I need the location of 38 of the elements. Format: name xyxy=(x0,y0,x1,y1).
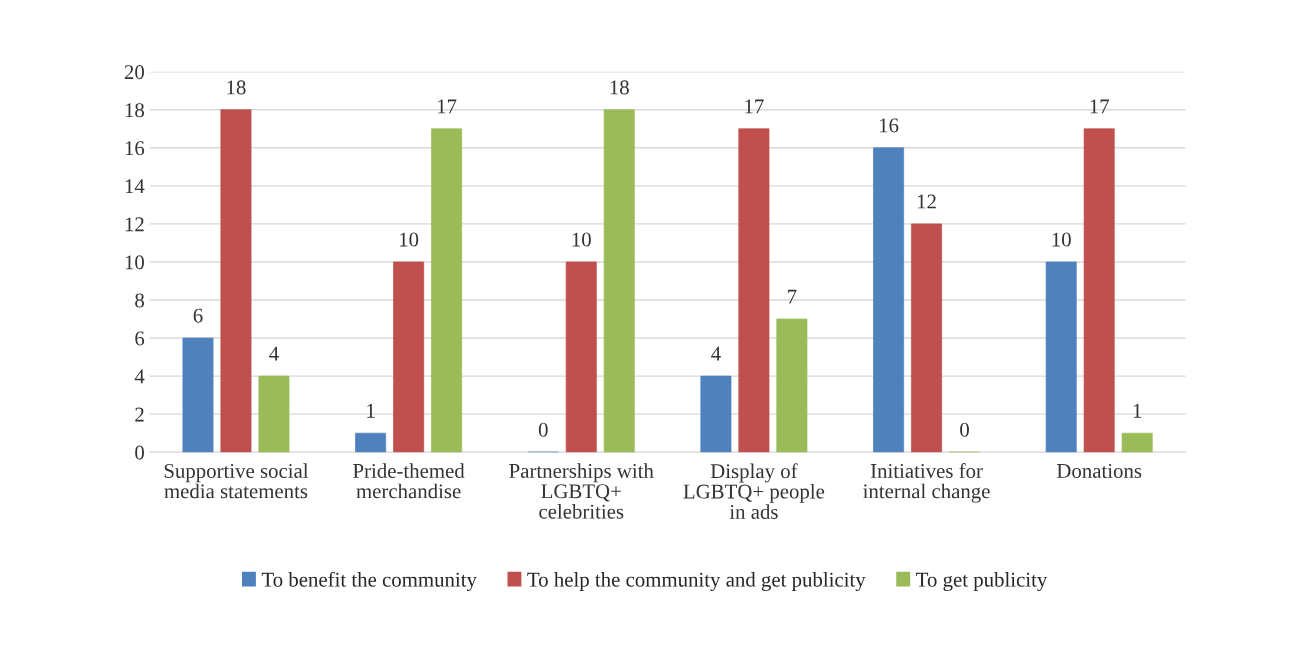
legend-label: To help the community and get publicity xyxy=(527,572,866,591)
x-tick-label: Pride-themed merchandise xyxy=(353,463,465,499)
y-tick-label: 2 xyxy=(135,407,144,422)
y-tick-label: 18 xyxy=(125,103,144,118)
data-label: 10 xyxy=(572,232,591,247)
data-label: 1 xyxy=(1133,403,1142,418)
y-tick-label: 8 xyxy=(135,293,144,308)
data-label: 10 xyxy=(400,232,419,247)
data-label: 18 xyxy=(227,80,246,95)
y-tick-label: 16 xyxy=(125,141,145,156)
data-label: 1 xyxy=(367,403,375,418)
legend-label: To benefit the community xyxy=(261,571,477,591)
x-tick-label: Supportive social media statements xyxy=(164,463,309,499)
x-tick-label: Donations xyxy=(1056,463,1142,478)
y-tick-label: 10 xyxy=(125,255,144,270)
data-label: 0 xyxy=(538,422,548,437)
data-label: 17 xyxy=(1090,99,1110,114)
x-tick-label: Display of LGBTQ+ people in ads xyxy=(683,463,825,519)
y-tick-label: 4 xyxy=(134,369,145,384)
x-tick-label: Initiatives for internal change xyxy=(863,463,990,503)
y-tick-label: 6 xyxy=(135,331,145,346)
y-tick-label: 12 xyxy=(125,217,144,232)
data-label: 16 xyxy=(879,118,899,133)
data-label: 12 xyxy=(917,194,936,209)
data-label: 18 xyxy=(610,80,629,95)
data-label: 0 xyxy=(960,422,969,437)
data-label: 4 xyxy=(711,346,721,361)
data-label: 17 xyxy=(745,99,764,114)
x-tick-label: Partnerships with LGBTQ+ celebrities xyxy=(509,463,654,519)
y-tick-label: 20 xyxy=(124,65,144,80)
data-label: 6 xyxy=(193,308,203,323)
data-label: 10 xyxy=(1052,232,1071,247)
data-label: 17 xyxy=(438,99,457,114)
data-label: 4 xyxy=(269,346,279,361)
data-label: 7 xyxy=(788,289,797,304)
legend-label: To get publicity xyxy=(916,572,1048,591)
y-tick-label: 14 xyxy=(125,179,145,194)
y-tick-label: 0 xyxy=(135,445,144,460)
